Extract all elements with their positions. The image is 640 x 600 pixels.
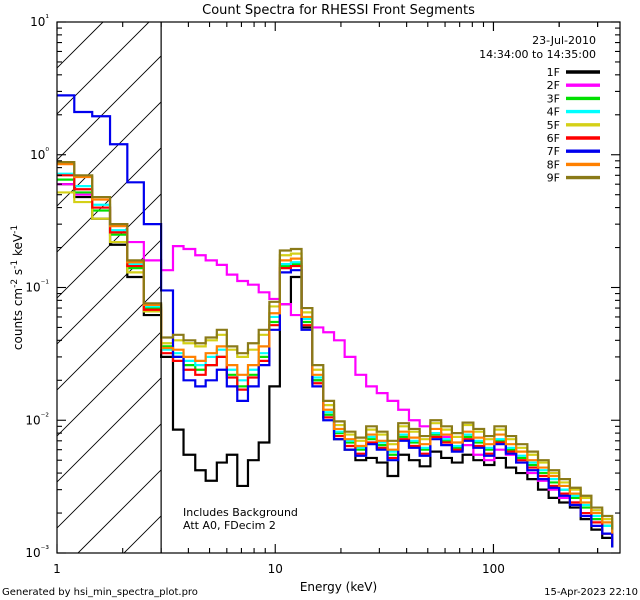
spectrum-line-2f xyxy=(57,183,614,534)
x-tick-label: 1 xyxy=(53,562,61,576)
x-axis-label: Energy (keV) xyxy=(300,580,377,594)
legend-label-7f: 7F xyxy=(547,145,560,158)
legend-date: 23-Jul-2010 xyxy=(532,34,596,47)
footer-right: 15-Apr-2023 22:10 xyxy=(544,587,638,598)
spectrum-line-7f xyxy=(57,94,614,548)
y-tick-label: 10⁻³ xyxy=(25,545,49,560)
x-tick-label: 10 xyxy=(268,562,283,576)
y-tick-label: 10⁻¹ xyxy=(25,280,49,295)
footer-left: Generated by hsi_min_spectra_plot.pro xyxy=(2,587,198,598)
x-tick-label: 100 xyxy=(482,562,505,576)
legend-label-4f: 4F xyxy=(547,106,560,119)
legend-label-5f: 5F xyxy=(547,119,560,132)
legend-label-3f: 3F xyxy=(547,92,560,105)
legend-label-8f: 8F xyxy=(547,158,560,171)
legend-label-2f: 2F xyxy=(547,79,560,92)
chart-title: Count Spectra for RHESSI Front Segments xyxy=(202,3,475,18)
y-axis-label: counts cm-2 s-1 keV-1 xyxy=(10,225,25,350)
y-tick-label: 10¹ xyxy=(30,14,49,29)
y-tick-label: 10⁻² xyxy=(25,412,49,427)
spectrum-line-9f xyxy=(57,161,614,530)
spectrum-line-8f xyxy=(57,163,614,534)
legend-label-6f: 6F xyxy=(547,132,560,145)
spectrum-line-1f xyxy=(57,183,614,548)
legend-time-range: 14:34:00 to 14:35:00 xyxy=(479,48,596,61)
legend-label-9f: 9F xyxy=(547,172,560,185)
plot-annotation-1: Includes Background xyxy=(183,506,298,519)
legend-label-1f: 1F xyxy=(547,66,560,79)
y-tick-label: 10⁰ xyxy=(30,147,49,162)
plot-annotation-2: Att A0, FDecim 2 xyxy=(183,519,276,532)
